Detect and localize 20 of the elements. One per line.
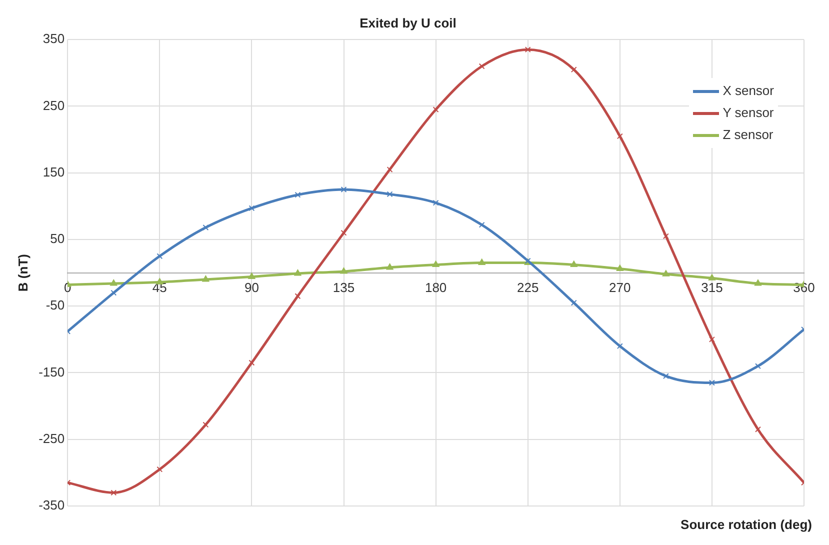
- y-tick-label: -150: [38, 364, 65, 380]
- x-tick-label: 270: [609, 280, 631, 296]
- x-tick-label: 180: [424, 280, 447, 296]
- y-axis-title: B (nT): [15, 254, 30, 292]
- y-tick-label: -250: [38, 430, 65, 446]
- x-tick-label: 225: [517, 280, 539, 296]
- y-tick-label: 250: [42, 98, 65, 113]
- chart-title: Exited by U coil: [360, 15, 456, 30]
- x-tick-label: 315: [701, 280, 723, 296]
- y-tick-label: 50: [50, 231, 65, 246]
- legend-label: Z sensor: [722, 126, 774, 144]
- y-tick-label: 350: [42, 31, 65, 46]
- y-tick-label: -350: [38, 498, 65, 513]
- x-axis-title: Source rotation (deg): [680, 517, 812, 532]
- x-tick-label: 90: [244, 280, 259, 296]
- y-tick-label: -50: [46, 298, 65, 313]
- y-tick-label: 150: [42, 164, 65, 180]
- legend-label: X sensor: [722, 82, 774, 100]
- legend-label: Y sensor: [722, 104, 774, 122]
- x-tick-label: 135: [332, 280, 355, 296]
